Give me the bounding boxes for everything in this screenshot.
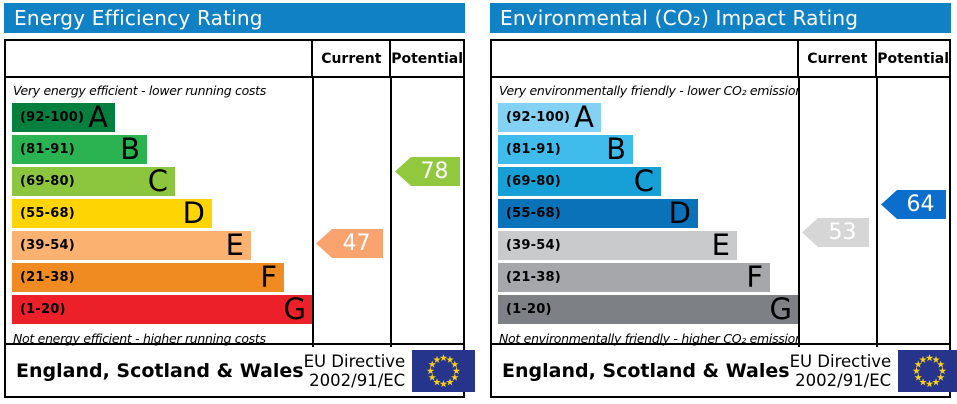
- co2-panel-footer: England, Scotland & Wales EU Directive 2…: [490, 345, 957, 398]
- current-rating-arrow: 47: [316, 229, 383, 258]
- band-letter: A: [88, 100, 108, 134]
- band-letter: E: [225, 228, 244, 262]
- band-letter: E: [711, 228, 730, 262]
- potential-rating-arrow: 78: [395, 157, 460, 186]
- potential-column-header: Potential: [875, 41, 949, 76]
- current-value-column: 47: [312, 78, 390, 347]
- band-letter: B: [606, 132, 626, 166]
- energy-chart-body: Very energy efficient - lower running co…: [6, 78, 463, 347]
- band-row-b: (81-91) B: [498, 135, 633, 164]
- energy-panel-title: Energy Efficiency Rating: [4, 3, 465, 33]
- band-row-g: (1-20) G: [12, 295, 312, 324]
- band-range-label: (81-91): [20, 142, 75, 157]
- potential-rating-value: 78: [420, 159, 449, 184]
- current-column-header: Current: [311, 41, 389, 76]
- band-letter: F: [260, 260, 277, 294]
- potential-column-header: Potential: [389, 41, 463, 76]
- band-row-e: (39-54) E: [498, 231, 737, 260]
- potential-rating-value: 64: [906, 192, 935, 217]
- band-letter: A: [574, 100, 594, 134]
- bottom-caption: Not energy efficient - higher running co…: [13, 331, 266, 346]
- band-range-label: (55-68): [506, 206, 561, 221]
- band-row-g: (1-20) G: [498, 295, 798, 324]
- band-letter: C: [633, 164, 654, 198]
- band-letter: F: [746, 260, 763, 294]
- co2-bands-area: Very environmentally friendly - lower CO…: [492, 78, 798, 347]
- eu-directive-line2: 2002/91/EC: [795, 370, 892, 390]
- band-range-label: (1-20): [20, 302, 66, 317]
- top-caption: Very environmentally friendly - lower CO…: [499, 83, 798, 98]
- band-row-c: (69-80) C: [12, 167, 175, 196]
- column-header-row: Current Potential: [492, 41, 949, 78]
- potential-value-column: 64: [876, 78, 949, 347]
- band-row-f: (21-38) F: [498, 263, 770, 292]
- band-row-a: (92-100) A: [12, 103, 115, 132]
- potential-rating-arrow: 64: [881, 190, 946, 219]
- header-spacer: [492, 41, 797, 76]
- band-range-label: (69-80): [20, 174, 75, 189]
- eu-directive-line1: EU Directive: [303, 351, 406, 371]
- energy-efficiency-panel: Energy Efficiency Rating Current Potenti…: [4, 3, 476, 398]
- band-row-d: (55-68) D: [498, 199, 698, 228]
- eu-directive-line1: EU Directive: [789, 351, 892, 371]
- co2-chart-body: Very environmentally friendly - lower CO…: [492, 78, 949, 347]
- band-range-label: (1-20): [506, 302, 552, 317]
- current-rating-arrow: 53: [802, 218, 869, 247]
- band-range-label: (21-38): [20, 270, 75, 285]
- band-row-c: (69-80) C: [498, 167, 661, 196]
- energy-rating-table: Current Potential Very energy efficient …: [4, 39, 465, 347]
- band-letter: D: [182, 196, 205, 230]
- eu-flag-icon: [412, 349, 476, 392]
- energy-panel-footer: England, Scotland & Wales EU Directive 2…: [4, 345, 476, 398]
- current-rating-value: 53: [828, 220, 857, 245]
- co2-rating-table: Current Potential Very environmentally f…: [490, 39, 951, 347]
- band-row-f: (21-38) F: [12, 263, 284, 292]
- band-letter: G: [769, 292, 792, 326]
- region-label: England, Scotland & Wales: [502, 359, 790, 382]
- band-letter: C: [147, 164, 168, 198]
- band-letter: D: [668, 196, 691, 230]
- bottom-caption: Not environmentally friendly - higher CO…: [499, 331, 798, 346]
- band-letter: G: [283, 292, 306, 326]
- eu-directive-label: EU Directive 2002/91/EC: [790, 352, 892, 390]
- band-range-label: (92-100): [20, 110, 85, 125]
- band-range-label: (39-54): [20, 238, 75, 253]
- eu-directive-line2: 2002/91/EC: [309, 370, 406, 390]
- band-range-label: (92-100): [506, 110, 571, 125]
- band-letter: B: [120, 132, 140, 166]
- band-range-label: (39-54): [506, 238, 561, 253]
- current-column-header: Current: [797, 41, 875, 76]
- band-row-d: (55-68) D: [12, 199, 212, 228]
- band-row-b: (81-91) B: [12, 135, 147, 164]
- band-row-a: (92-100) A: [498, 103, 601, 132]
- top-caption: Very energy efficient - lower running co…: [13, 83, 266, 98]
- region-label: England, Scotland & Wales: [16, 359, 304, 382]
- eu-directive-label: EU Directive 2002/91/EC: [304, 352, 406, 390]
- co2-impact-panel: Environmental (CO₂) Impact Rating Curren…: [490, 3, 957, 398]
- band-range-label: (21-38): [506, 270, 561, 285]
- potential-value-column: 78: [390, 78, 463, 347]
- column-header-row: Current Potential: [6, 41, 463, 78]
- eu-flag-icon: [898, 349, 957, 392]
- band-range-label: (69-80): [506, 174, 561, 189]
- current-rating-value: 47: [342, 231, 371, 256]
- band-range-label: (55-68): [20, 206, 75, 221]
- band-row-e: (39-54) E: [12, 231, 251, 260]
- energy-bands-area: Very energy efficient - lower running co…: [6, 78, 312, 347]
- header-spacer: [6, 41, 311, 76]
- band-range-label: (81-91): [506, 142, 561, 157]
- co2-panel-title: Environmental (CO₂) Impact Rating: [490, 3, 951, 33]
- current-value-column: 53: [798, 78, 876, 347]
